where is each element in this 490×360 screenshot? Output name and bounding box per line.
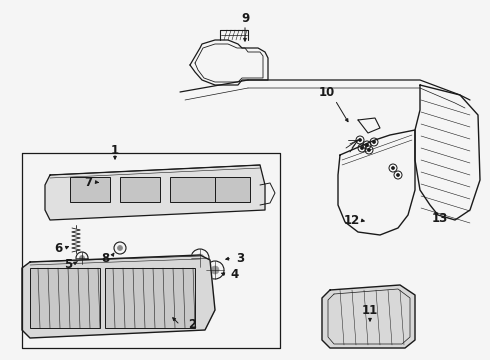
Text: 10: 10 <box>319 85 335 99</box>
Text: 8: 8 <box>101 252 109 265</box>
Polygon shape <box>45 165 265 220</box>
Circle shape <box>359 139 362 141</box>
Text: 2: 2 <box>188 319 196 332</box>
Text: 13: 13 <box>432 211 448 225</box>
Bar <box>70 177 110 202</box>
Text: 6: 6 <box>54 242 62 255</box>
Circle shape <box>366 144 368 147</box>
Circle shape <box>211 266 219 274</box>
Bar <box>215 177 250 202</box>
Text: 3: 3 <box>236 252 244 265</box>
Circle shape <box>392 166 394 170</box>
Text: 9: 9 <box>241 12 249 24</box>
Polygon shape <box>22 255 215 338</box>
Circle shape <box>372 140 375 144</box>
Text: 11: 11 <box>362 303 378 316</box>
Text: 5: 5 <box>64 258 72 271</box>
Bar <box>120 177 160 202</box>
Circle shape <box>118 246 122 251</box>
Circle shape <box>396 174 399 176</box>
Bar <box>170 177 215 202</box>
Text: 1: 1 <box>111 144 119 157</box>
Bar <box>30 268 100 328</box>
Text: 4: 4 <box>231 269 239 282</box>
Circle shape <box>368 148 370 152</box>
Circle shape <box>361 147 364 149</box>
Polygon shape <box>322 285 415 348</box>
Circle shape <box>79 256 84 261</box>
Text: 7: 7 <box>84 175 92 189</box>
Bar <box>105 268 195 328</box>
Circle shape <box>196 254 204 262</box>
Text: 12: 12 <box>344 213 360 226</box>
